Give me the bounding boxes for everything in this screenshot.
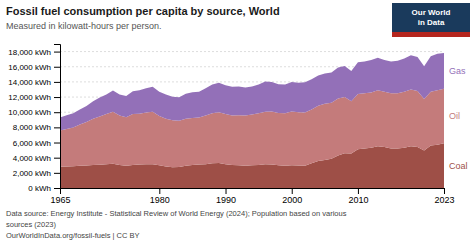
y-tick-mark [54, 158, 60, 159]
y-tick: 16,000 kWh [8, 63, 60, 72]
y-tick: 8,000 kWh [13, 123, 60, 132]
logo-text: in Data [418, 18, 445, 27]
y-tick-label: 0 kWh [28, 184, 51, 193]
y-tick-mark [54, 173, 60, 174]
y-tick-label: 16,000 kWh [8, 63, 51, 72]
y-tick: 12,000 kWh [8, 93, 60, 102]
x-tick: 1965 [50, 188, 70, 205]
chart: Fossil fuel consumption per capita by so… [0, 0, 474, 248]
x-tick: 2010 [348, 188, 368, 205]
y-tick-label: 10,000 kWh [8, 108, 51, 117]
x-tick-label: 2023 [434, 195, 454, 205]
logo-box [392, 3, 470, 37]
logo-bar [392, 32, 470, 37]
series-label: Gas [449, 66, 466, 76]
y-tick-label: 2,000 kWh [13, 169, 51, 178]
y-tick-mark [54, 97, 60, 98]
y-tick: 0 kWh [28, 184, 60, 193]
logo: Our Worldin Data [392, 3, 470, 37]
y-tick: 10,000 kWh [8, 108, 60, 117]
x-axis-line [61, 189, 445, 195]
footer-note: OurWorldInData.org/fossil-fuels | CC BY [6, 231, 140, 240]
x-tick: 2023 [434, 188, 454, 205]
y-tick-mark [54, 127, 60, 128]
y-tick-label: 14,000 kWh [8, 78, 51, 87]
y-tick-mark [54, 188, 60, 189]
x-tick: 2000 [282, 188, 302, 205]
y-tick-label: 18,000 kWh [8, 48, 51, 57]
x-axis: 1965 1980 1990 2000 2010 2023 [50, 188, 454, 205]
footer-note: Data source: Energy Institute - Statisti… [6, 209, 347, 218]
grid-line [60, 51, 444, 52]
y-tick-mark [54, 112, 60, 113]
y-tick-mark [54, 82, 60, 83]
y-tick-mark [54, 143, 60, 144]
y-tick: 18,000 kWh [8, 48, 60, 57]
series-labels: Coal Oil Gas [449, 66, 468, 171]
x-tick-label: 1965 [50, 195, 70, 205]
x-tick: 1980 [150, 188, 170, 205]
y-axis-line [54, 45, 61, 189]
x-tick: 1990 [216, 188, 236, 205]
x-tick-mark [292, 188, 293, 194]
y-tick: 4,000 kWh [13, 154, 60, 163]
y-tick: 2,000 kWh [13, 169, 60, 178]
y-tick-label: 4,000 kWh [13, 154, 51, 163]
y-tick: 6,000 kWh [13, 139, 60, 148]
y-tick: 14,000 kWh [8, 78, 60, 87]
x-tick-label: 1980 [150, 195, 170, 205]
title: Fossil fuel consumption per capita by so… [6, 5, 280, 17]
y-tick-label: 6,000 kWh [13, 139, 51, 148]
series-label: Oil [449, 111, 460, 121]
plot: 1965 1980 1990 2000 2010 2023 0 kWh 2,000 kWh 4,… [8, 45, 467, 206]
logo-text: Our World [412, 8, 451, 17]
x-tick-mark [159, 188, 160, 194]
y-tick-label: 12,000 kWh [8, 93, 51, 102]
areas [60, 53, 444, 188]
footer-note: sources (2023) [6, 220, 57, 229]
x-tick-label: 2010 [348, 195, 368, 205]
x-tick-label: 2000 [282, 195, 302, 205]
area [60, 53, 444, 130]
x-tick-mark [226, 188, 227, 194]
x-tick-mark [444, 188, 445, 194]
subtitle: Measured in kilowatt-hours per person. [6, 21, 162, 31]
y-tick-mark [54, 52, 60, 53]
x-tick-label: 1990 [216, 195, 236, 205]
series-label: Coal [449, 161, 468, 171]
grid [60, 52, 444, 188]
x-tick-mark [358, 188, 359, 194]
y-tick-mark [54, 67, 60, 68]
y-tick-label: 8,000 kWh [13, 123, 51, 132]
y-axis: 0 kWh 2,000 kWh 4,000 kWh 6,000 kWh 8,000 kW… [8, 45, 60, 194]
